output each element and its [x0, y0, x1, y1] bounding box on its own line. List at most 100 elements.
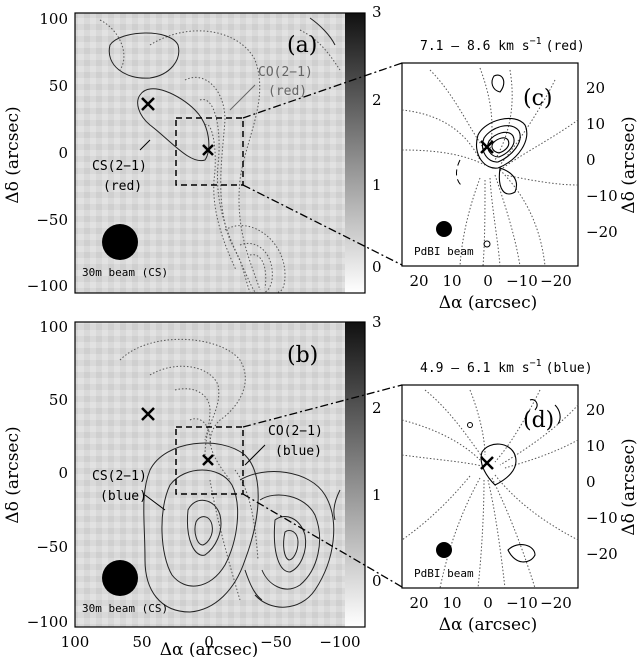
panel-c-ylabel: Δδ (arcsec) — [619, 116, 639, 213]
panel-a-cs-sub: (red) — [103, 179, 142, 194]
xtick-c-10: 10 — [442, 272, 461, 290]
panel-a-cs-pointer — [139, 139, 151, 151]
xtick-c-0: 0 — [483, 272, 493, 290]
panel-b-co-label: CO(2−1) — [268, 424, 323, 439]
panel-c-dashed-contour — [456, 159, 463, 187]
panel-c-frame — [401, 62, 579, 267]
xtick-d-0: 0 — [483, 594, 493, 612]
panel-a: (a) CO(2−1) (red) CS(2−1) (red) 30m beam… — [3, 3, 382, 295]
ytick-a-100: 100 — [39, 10, 68, 28]
panel-a-co-sub: (red) — [268, 84, 307, 99]
panel-a-colorbar-ticks: 3 2 1 0 — [372, 3, 382, 276]
panel-b-beam-label: 30m beam (CS) — [82, 602, 168, 615]
connector-a-c — [242, 62, 403, 266]
marker-cross-a1 — [141, 97, 155, 111]
marker-cross-b2 — [202, 454, 214, 466]
panel-a-colorbar — [345, 13, 365, 293]
panel-a-zoom-box — [175, 117, 244, 186]
cbar-a-0: 0 — [372, 258, 382, 276]
panel-d-small-circle — [467, 422, 473, 428]
panel-d-marker — [480, 456, 494, 470]
panel-c-marker — [480, 140, 494, 154]
ytick-a-0: 0 — [58, 144, 68, 162]
ytick-c-m10: −10 — [586, 187, 618, 205]
panel-b-colorbar — [345, 322, 365, 627]
panel-b: (b) CO(2−1) (blue) CS(2−1) (blue) 30m be… — [3, 313, 382, 657]
panel-c-yticks: 20 10 0 −10 −20 — [586, 79, 618, 241]
panel-c-title: 7.1 – 8.6 km s−1 (red) — [420, 36, 585, 54]
ytick-d-m20: −20 — [586, 545, 618, 563]
panel-b-ylabel: Δδ (arcsec) — [3, 426, 23, 523]
panel-a-yticks: 100 50 0 −50 −100 — [27, 10, 68, 295]
ytick-a-50: 50 — [49, 77, 68, 95]
panel-b-co-contours — [119, 338, 259, 601]
panel-b-cs-pointer — [144, 494, 166, 511]
ytick-b-m100: −100 — [27, 613, 68, 631]
cbar-b-1: 1 — [372, 486, 382, 504]
panel-c-beam-label: PdBI beam — [414, 245, 474, 258]
panel-b-label: (b) — [287, 343, 318, 368]
ytick-b-m50: −50 — [36, 538, 68, 556]
ytick-b-100: 100 — [39, 318, 68, 336]
cbar-a-3: 3 — [372, 3, 382, 21]
panel-c: 7.1 – 8.6 km s−1 (red) ( — [401, 36, 639, 313]
panel-b-frame — [74, 321, 366, 628]
panel-d-beam — [436, 542, 452, 558]
ytick-c-m20: −20 — [586, 223, 618, 241]
panel-d-beam-label: PdBI beam — [414, 567, 474, 580]
panel-b-co-pointer — [244, 444, 266, 466]
ytick-b-50: 50 — [49, 391, 68, 409]
panel-a-ylabel: Δδ (arcsec) — [3, 106, 23, 203]
xtick-d-m10: −10 — [506, 594, 538, 612]
panel-b-cs-sub: (blue) — [100, 489, 147, 504]
panel-a-cs-label: CS(2−1) — [92, 159, 147, 174]
marker-cross-a2 — [202, 144, 214, 156]
panel-b-beam — [102, 560, 138, 596]
panel-b-xticks: 100 50 0 −50 −100 — [61, 633, 361, 651]
panel-c-beam — [436, 221, 452, 237]
connector-b-d — [242, 384, 403, 588]
panel-c-label: (c) — [523, 86, 553, 111]
panel-b-markers — [141, 407, 214, 466]
ytick-b-0: 0 — [58, 464, 68, 482]
panel-a-co-label: CO(2−1) — [258, 65, 313, 80]
xtick-c-m10: −10 — [506, 272, 538, 290]
ytick-a-m100: −100 — [27, 277, 68, 295]
panel-a-co-pointer — [229, 84, 256, 111]
cbar-a-1: 1 — [372, 176, 382, 194]
panel-d: 4.9 – 6.1 km s−1 (blue) (d) PdBI beam — [401, 358, 639, 635]
ytick-c-0: 0 — [586, 151, 596, 169]
panel-b-xlabel: Δα (arcsec) — [160, 640, 259, 657]
xtick-c-20: 20 — [409, 272, 428, 290]
ytick-c-10: 10 — [586, 115, 605, 133]
panel-a-beam — [102, 224, 138, 260]
panel-d-xticks: 20 10 0 −10 −20 — [409, 594, 571, 612]
panel-a-cs-contours — [108, 17, 336, 162]
panel-a-markers — [141, 97, 214, 156]
xtick-d-10: 10 — [442, 594, 461, 612]
panel-c-xlabel: Δα (arcsec) — [439, 293, 538, 313]
ytick-d-0: 0 — [586, 473, 596, 491]
ytick-d-m10: −10 — [586, 509, 618, 527]
panel-c-small-circle — [483, 240, 491, 248]
ytick-d-10: 10 — [586, 437, 605, 455]
panel-d-title: 4.9 – 6.1 km s−1 (blue) — [420, 358, 593, 376]
cbar-a-2: 2 — [372, 91, 382, 109]
panel-d-label: (d) — [523, 408, 554, 433]
panel-b-cs-contours — [143, 442, 341, 613]
panel-b-zoom-box — [175, 426, 244, 495]
panel-c-xticks: 20 10 0 −10 −20 — [409, 272, 571, 290]
ytick-c-20: 20 — [586, 79, 605, 97]
cbar-b-3: 3 — [372, 313, 382, 331]
xtick-d-m20: −20 — [540, 594, 572, 612]
ytick-d-20: 20 — [586, 401, 605, 419]
panel-a-co-contours — [99, 19, 341, 293]
panel-b-colorbar-ticks: 3 2 1 0 — [372, 313, 382, 590]
panel-d-ylabel: Δδ (arcsec) — [619, 438, 639, 535]
xtick-d-20: 20 — [409, 594, 428, 612]
xtick-b-100: 100 — [61, 633, 90, 651]
ytick-a-m50: −50 — [36, 211, 68, 229]
xtick-b-50: 50 — [132, 633, 151, 651]
panel-d-dotted-contours — [401, 389, 579, 589]
